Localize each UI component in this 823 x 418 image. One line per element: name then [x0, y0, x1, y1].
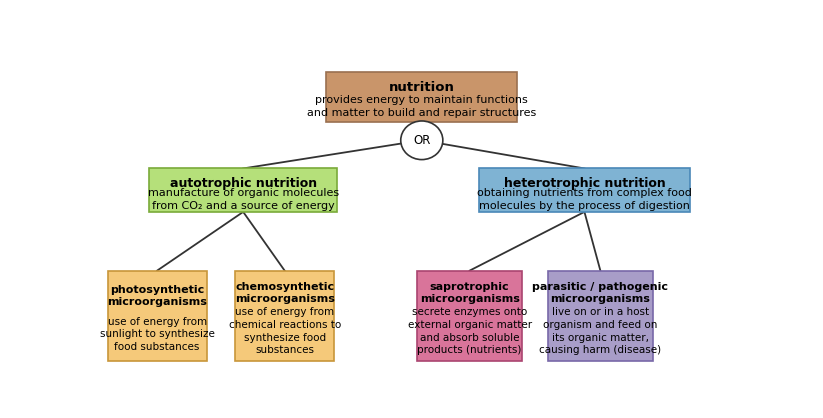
- FancyBboxPatch shape: [548, 270, 653, 361]
- Text: autotrophic nutrition: autotrophic nutrition: [170, 176, 317, 190]
- FancyBboxPatch shape: [417, 270, 523, 361]
- Text: provides energy to maintain functions
and matter to build and repair structures: provides energy to maintain functions an…: [307, 95, 537, 118]
- Text: secrete enzymes onto
external organic matter
and absorb soluble
products (nutrie: secrete enzymes onto external organic ma…: [407, 307, 532, 355]
- Text: use of energy from
chemical reactions to
synthesize food
substances: use of energy from chemical reactions to…: [229, 307, 341, 355]
- Text: parasitic / pathogenic
microorganisms: parasitic / pathogenic microorganisms: [532, 283, 668, 304]
- Text: use of energy from
sunlight to synthesize
food substances: use of energy from sunlight to synthesiz…: [100, 316, 215, 352]
- Text: manufacture of organic molecules
from CO₂ and a source of energy: manufacture of organic molecules from CO…: [147, 188, 339, 211]
- Text: obtaining nutrients from complex food
molecules by the process of digestion: obtaining nutrients from complex food mo…: [477, 188, 692, 211]
- Text: live on or in a host
organism and feed on
its organic matter,
causing harm (dise: live on or in a host organism and feed o…: [539, 307, 662, 355]
- FancyBboxPatch shape: [326, 72, 518, 122]
- FancyBboxPatch shape: [149, 168, 337, 212]
- Text: photosynthetic
microorganisms: photosynthetic microorganisms: [107, 285, 207, 306]
- Ellipse shape: [401, 121, 443, 160]
- Text: heterotrophic nutrition: heterotrophic nutrition: [504, 176, 665, 190]
- Text: OR: OR: [413, 134, 430, 147]
- FancyBboxPatch shape: [479, 168, 690, 212]
- Text: nutrition: nutrition: [388, 82, 455, 94]
- FancyBboxPatch shape: [108, 270, 207, 361]
- FancyBboxPatch shape: [235, 270, 334, 361]
- Text: saprotrophic
microorganisms: saprotrophic microorganisms: [420, 283, 519, 304]
- Text: chemosynthetic
microorganisms: chemosynthetic microorganisms: [235, 283, 335, 304]
